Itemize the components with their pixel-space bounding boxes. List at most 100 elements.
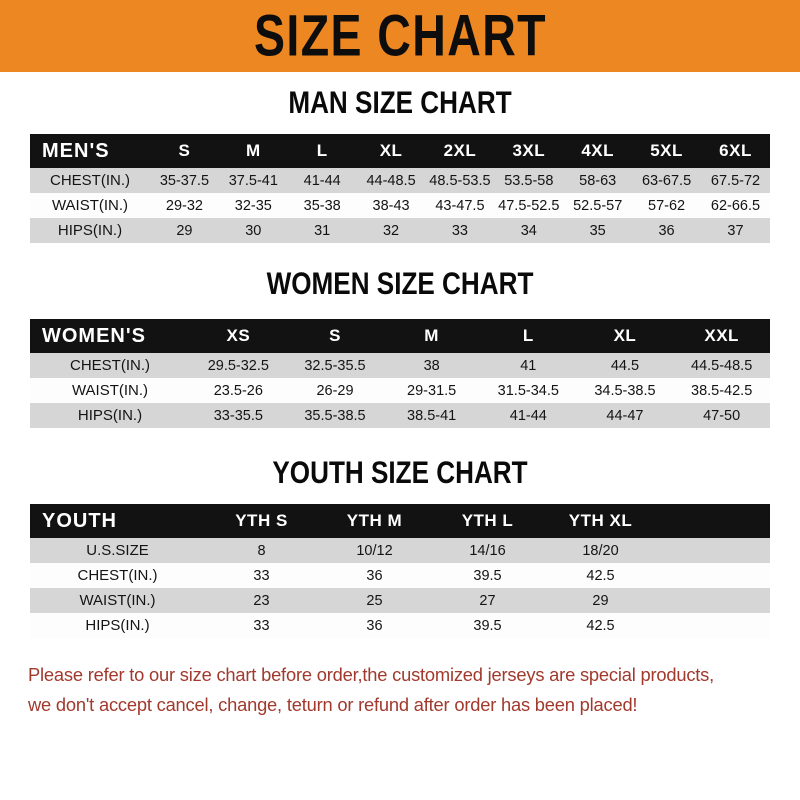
table-cell: 36 <box>318 613 431 638</box>
women-table-wrap: WOMEN'S XS S M L XL XXL CHEST(IN.) 29.5-… <box>0 319 800 428</box>
table-cell: 27 <box>431 588 544 613</box>
table-header-row: MEN'S S M L XL 2XL 3XL 4XL 5XL 6XL <box>30 134 770 168</box>
table-cell: 39.5 <box>431 613 544 638</box>
table-cell: 57-62 <box>632 193 701 218</box>
women-size-col-xl: XL <box>576 319 674 353</box>
table-cell: 38.5-42.5 <box>673 378 770 403</box>
table-cell: 41 <box>479 353 577 378</box>
table-cell: 38 <box>383 353 480 378</box>
men-size-col-2xl: 2XL <box>425 134 495 168</box>
women-header-label: WOMEN'S <box>30 319 190 353</box>
table-cell: 35 <box>563 218 633 243</box>
youth-section-title: YOUTH SIZE CHART <box>272 455 528 491</box>
women-size-col-m: M <box>383 319 480 353</box>
table-cell-pad <box>657 563 770 588</box>
men-header-label: MEN'S <box>30 134 150 168</box>
order-policy-line-2: we don't accept cancel, change, teturn o… <box>28 694 638 715</box>
spacer <box>0 638 800 660</box>
table-cell: 42.5 <box>544 613 657 638</box>
table-header-row: WOMEN'S XS S M L XL XXL <box>30 319 770 353</box>
women-row-label-waist: WAIST(IN.) <box>30 378 190 403</box>
table-cell: 43-47.5 <box>425 193 495 218</box>
table-row: U.S.SIZE 8 10/12 14/16 18/20 <box>30 538 770 563</box>
women-size-col-l: L <box>479 319 577 353</box>
table-cell: 41-44 <box>287 168 357 193</box>
table-cell: 23.5-26 <box>190 378 287 403</box>
table-cell: 53.5-58 <box>494 168 564 193</box>
table-cell: 48.5-53.5 <box>425 168 495 193</box>
table-cell: 32.5-35.5 <box>286 353 384 378</box>
order-policy-note: Please refer to our size chart before or… <box>0 660 800 720</box>
table-cell-pad <box>657 613 770 638</box>
table-cell: 44-48.5 <box>356 168 426 193</box>
table-cell: 32 <box>356 218 426 243</box>
table-cell: 44.5-48.5 <box>673 353 770 378</box>
table-cell: 23 <box>205 588 318 613</box>
men-size-col-s: S <box>150 134 219 168</box>
page-title: SIZE CHART <box>253 3 547 69</box>
youth-size-col-yth-l: YTH L <box>431 504 544 538</box>
table-cell: 47-50 <box>673 403 770 428</box>
table-cell: 52.5-57 <box>563 193 633 218</box>
men-table-wrap: MEN'S S M L XL 2XL 3XL 4XL 5XL 6XL CHEST… <box>0 134 800 243</box>
women-size-col-s: S <box>286 319 384 353</box>
men-size-col-xl: XL <box>356 134 426 168</box>
table-cell: 35.5-38.5 <box>286 403 384 428</box>
table-cell: 31 <box>287 218 357 243</box>
table-cell: 29 <box>150 218 219 243</box>
table-row: WAIST(IN.) 23.5-26 26-29 29-31.5 31.5-34… <box>30 378 770 403</box>
order-policy-line-1: Please refer to our size chart before or… <box>28 664 715 685</box>
table-cell: 25 <box>318 588 431 613</box>
table-cell: 18/20 <box>544 538 657 563</box>
table-row: CHEST(IN.) 35-37.5 37.5-41 41-44 44-48.5… <box>30 168 770 193</box>
table-cell: 34.5-38.5 <box>576 378 674 403</box>
table-row: HIPS(IN.) 29 30 31 32 33 34 35 36 37 <box>30 218 770 243</box>
table-row: CHEST(IN.) 29.5-32.5 32.5-35.5 38 41 44.… <box>30 353 770 378</box>
table-cell: 47.5-52.5 <box>494 193 564 218</box>
table-cell-pad <box>657 538 770 563</box>
men-row-label-hips: HIPS(IN.) <box>30 218 150 243</box>
table-cell: 31.5-34.5 <box>479 378 577 403</box>
table-cell: 39.5 <box>431 563 544 588</box>
table-cell: 33 <box>205 563 318 588</box>
table-cell: 38.5-41 <box>383 403 480 428</box>
youth-table-wrap: YOUTH YTH S YTH M YTH L YTH XL U.S.SIZE … <box>0 504 800 638</box>
youth-header-label: YOUTH <box>30 504 205 538</box>
table-row: HIPS(IN.) 33-35.5 35.5-38.5 38.5-41 41-4… <box>30 403 770 428</box>
table-cell: 26-29 <box>286 378 384 403</box>
table-cell: 36 <box>632 218 701 243</box>
table-cell: 33 <box>425 218 495 243</box>
spacer <box>0 243 800 269</box>
table-cell: 35-38 <box>287 193 357 218</box>
table-cell: 41-44 <box>479 403 577 428</box>
table-row: WAIST(IN.) 23 25 27 29 <box>30 588 770 613</box>
table-cell: 58-63 <box>563 168 633 193</box>
table-cell: 32-35 <box>218 193 288 218</box>
table-cell: 8 <box>205 538 318 563</box>
table-cell: 29 <box>544 588 657 613</box>
women-size-col-xs: XS <box>190 319 287 353</box>
men-section-title: MAN SIZE CHART <box>288 85 512 121</box>
table-cell: 29-31.5 <box>383 378 480 403</box>
men-size-table: MEN'S S M L XL 2XL 3XL 4XL 5XL 6XL CHEST… <box>30 134 770 243</box>
women-row-label-hips: HIPS(IN.) <box>30 403 190 428</box>
men-size-col-6xl: 6XL <box>701 134 770 168</box>
table-row: HIPS(IN.) 33 36 39.5 42.5 <box>30 613 770 638</box>
table-cell: 30 <box>218 218 288 243</box>
table-row: WAIST(IN.) 29-32 32-35 35-38 38-43 43-47… <box>30 193 770 218</box>
page-banner: SIZE CHART <box>0 0 800 72</box>
spacer <box>0 299 800 319</box>
table-cell: 44-47 <box>576 403 674 428</box>
youth-size-col-yth-xl: YTH XL <box>544 504 657 538</box>
table-cell: 29-32 <box>150 193 219 218</box>
men-size-col-3xl: 3XL <box>494 134 564 168</box>
table-cell: 36 <box>318 563 431 588</box>
table-cell: 37 <box>701 218 770 243</box>
table-cell: 35-37.5 <box>150 168 219 193</box>
youth-header-pad <box>657 504 770 538</box>
table-cell: 33 <box>205 613 318 638</box>
table-cell: 14/16 <box>431 538 544 563</box>
table-cell: 29.5-32.5 <box>190 353 287 378</box>
women-size-table: WOMEN'S XS S M L XL XXL CHEST(IN.) 29.5-… <box>30 319 770 428</box>
